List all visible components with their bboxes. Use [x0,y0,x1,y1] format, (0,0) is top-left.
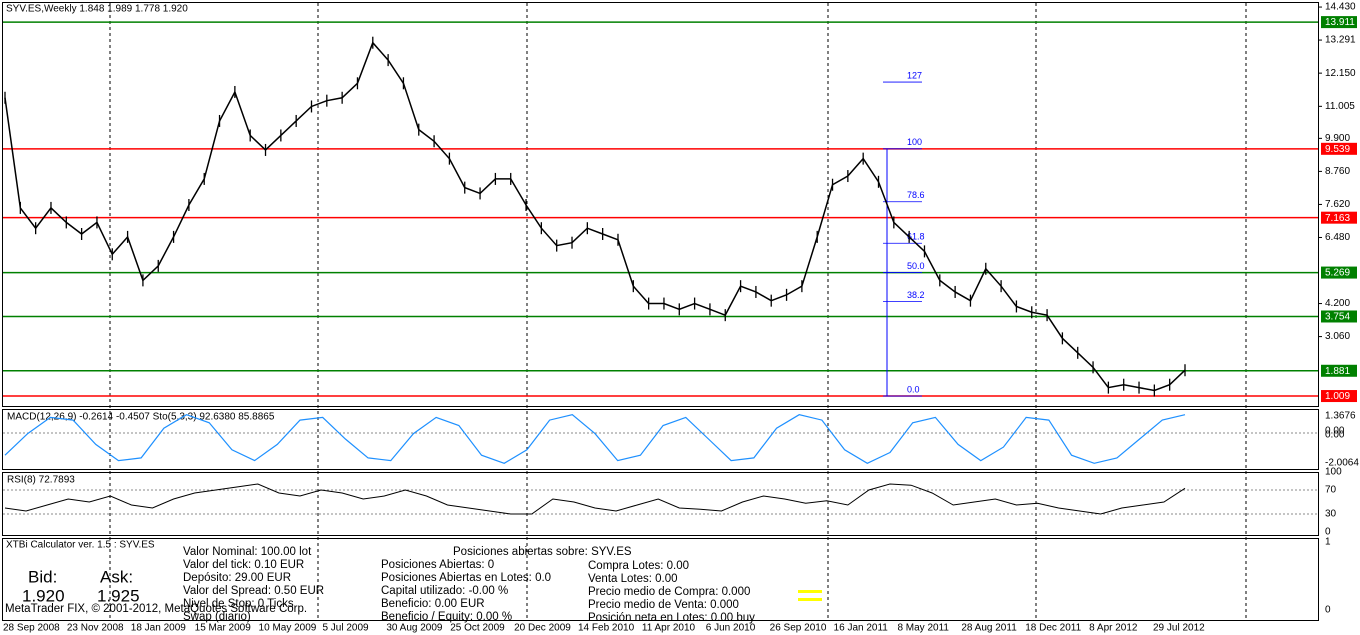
copyright: MetaTrader FIX, © 2001-2012, MetaQuotes … [5,603,307,615]
ask-label: Ask: [100,567,133,586]
x-tick-label: 28 Aug 2011 [961,623,1017,634]
y-tick-label: 7.620 [1325,199,1350,210]
level-tag-label: 1.009 [1325,391,1350,402]
calc-field: Valor del tick: 0.10 EUR [183,559,304,571]
x-tick-label: 18 Dec 2011 [1025,623,1081,634]
x-tick-label: 26 Sep 2010 [770,623,827,634]
level-tag [1321,16,1357,29]
calc-field: Valor Nominal: 100.00 lot [183,546,312,558]
x-tick-label: 11 Apr 2010 [642,623,696,634]
rsi-frame [2,472,1319,536]
calc-field: Posición neta en Lotes: 0.00 buy [588,612,755,624]
calc-field: Depósito: 29.00 EUR [183,572,291,584]
calc-field: Capital utilizado: -0.00 % [381,585,508,597]
calc-frame [2,538,1319,621]
macd-scale-label: -2.0064 [1325,458,1359,469]
rsi-scale-label: 70 [1325,485,1337,496]
x-tick-label: 25 Oct 2009 [450,623,505,634]
y-tick-label: 12.150 [1325,68,1356,79]
y-tick-label: 8.760 [1325,166,1350,177]
level-tag-label: 1.881 [1325,366,1350,377]
macd-title: MACD(12,26,9) -0.2614 -0.4507 Sto(5,3,3)… [7,412,275,423]
calc-field: Posiciones Abiertas en Lotes: 0.0 [381,572,551,584]
fibo-label: 78.6 [907,190,925,200]
calc-field: Precio medio de Venta: 0.000 [588,599,739,611]
y-tick-label: 6.480 [1325,232,1350,243]
stochastic-line [4,414,1186,464]
x-tick-label: 23 Nov 2008 [67,623,124,634]
level-tag [1321,310,1357,323]
bid-value: 1.920 [22,586,65,605]
ask-value: 1.925 [97,586,140,605]
rsi-line [4,483,1186,515]
calc-scale-label: 0 [1325,605,1331,616]
rsi-scale-label: 100 [1325,467,1342,478]
fibo-label: 127 [907,70,922,80]
price-line [4,41,1186,392]
fibo-label: 100 [907,137,922,147]
level-tag-label: 7.163 [1325,213,1350,224]
x-tick-label: 5 Jul 2009 [322,623,369,634]
y-tick-label: 3.060 [1325,331,1350,342]
equal-icon [798,590,822,593]
rsi-scale-label: 0 [1325,527,1331,538]
fibo-label: 50.0 [907,261,925,271]
macd-scale-label: 1.3676 [1325,411,1356,422]
level-tag [1321,266,1357,279]
calc-field: Nivel de Stop: 0 Ticks [183,598,294,610]
calc-field: Swap (diario) [183,611,251,623]
level-tag-label: 9.539 [1325,144,1350,155]
y-tick-label: 4.200 [1325,298,1350,309]
chart-title: SYV.ES,Weekly 1.848 1.989 1.778 1.920 [6,4,188,15]
x-tick-label: 29 Jul 2012 [1153,623,1205,634]
level-tag [1321,142,1357,155]
equal-icon [798,598,822,601]
calc-title: XTBi Calculator ver. 1.5 : SYV.ES [6,540,155,551]
level-tag-label: 13.911 [1325,17,1355,28]
y-tick-label: 13.291 [1325,35,1356,46]
macd-scale-label: 0.00 [1325,426,1345,437]
macd-scale-label: 0.00 [1325,430,1345,441]
x-tick-label: 15 Mar 2009 [195,623,252,634]
bid-label: Bid: [28,567,57,586]
fibo-label: 61.8 [907,232,925,242]
x-tick-label: 6 Jun 2010 [706,623,756,634]
rsi-scale-label: 30 [1325,509,1337,520]
calc-field: Beneficio / Equity: 0.00 % [381,611,512,623]
y-tick-label: 11.005 [1325,101,1355,112]
calc-scale-label: 1 [1325,537,1331,548]
calc-field: Compra Lotes: 0.00 [588,560,689,572]
calc-field: Precio medio de Compra: 0.000 [588,586,750,598]
x-tick-label: 20 Dec 2009 [514,623,571,634]
level-tag-label: 3.754 [1325,312,1350,323]
calc-field: Beneficio: 0.00 EUR [381,598,485,610]
time-grid [109,3,1247,620]
x-tick-label: 30 Aug 2009 [386,623,443,634]
level-tag [1321,211,1357,224]
y-tick-label: 14.430 [1325,2,1356,13]
calc-field: Venta Lotes: 0.00 [588,573,678,585]
level-tag [1321,390,1357,403]
x-tick-label: 14 Feb 2010 [578,623,635,634]
calc-field: Posiciones Abiertas: 0 [381,559,494,571]
x-tick-label: 18 Jan 2009 [131,623,186,634]
fibo-label: 38.2 [907,290,925,300]
rsi-title: RSI(8) 72.7893 [7,475,75,486]
level-tag-label: 5.269 [1325,268,1350,279]
fibo-label: 0.0 [907,384,920,394]
y-tick-label: 9.900 [1325,133,1350,144]
x-tick-label: 8 May 2011 [897,623,949,634]
macd-frame [2,409,1319,470]
x-tick-label: 28 Sep 2008 [3,623,60,634]
x-tick-label: 16 Jan 2011 [834,623,889,634]
x-tick-label: 8 Apr 2012 [1089,623,1138,634]
x-tick-label: 10 May 2009 [259,623,317,634]
level-tag [1321,364,1357,377]
positions-heading: Posiciones abiertas sobre: SYV.ES [453,546,632,558]
calc-field: Valor del Spread: 0.50 EUR [183,585,324,597]
